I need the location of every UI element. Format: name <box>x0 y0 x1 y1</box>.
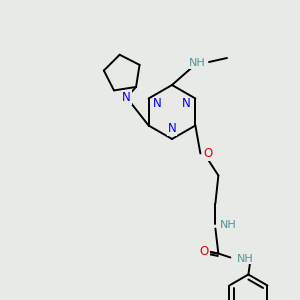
Text: O: O <box>204 147 213 160</box>
Text: N: N <box>182 97 191 110</box>
Text: N: N <box>153 97 162 110</box>
Text: NH: NH <box>237 254 254 263</box>
Text: N: N <box>122 91 131 104</box>
Text: N: N <box>168 122 176 135</box>
Text: NH: NH <box>189 58 206 68</box>
Text: NH: NH <box>220 220 237 230</box>
Text: O: O <box>200 245 209 258</box>
